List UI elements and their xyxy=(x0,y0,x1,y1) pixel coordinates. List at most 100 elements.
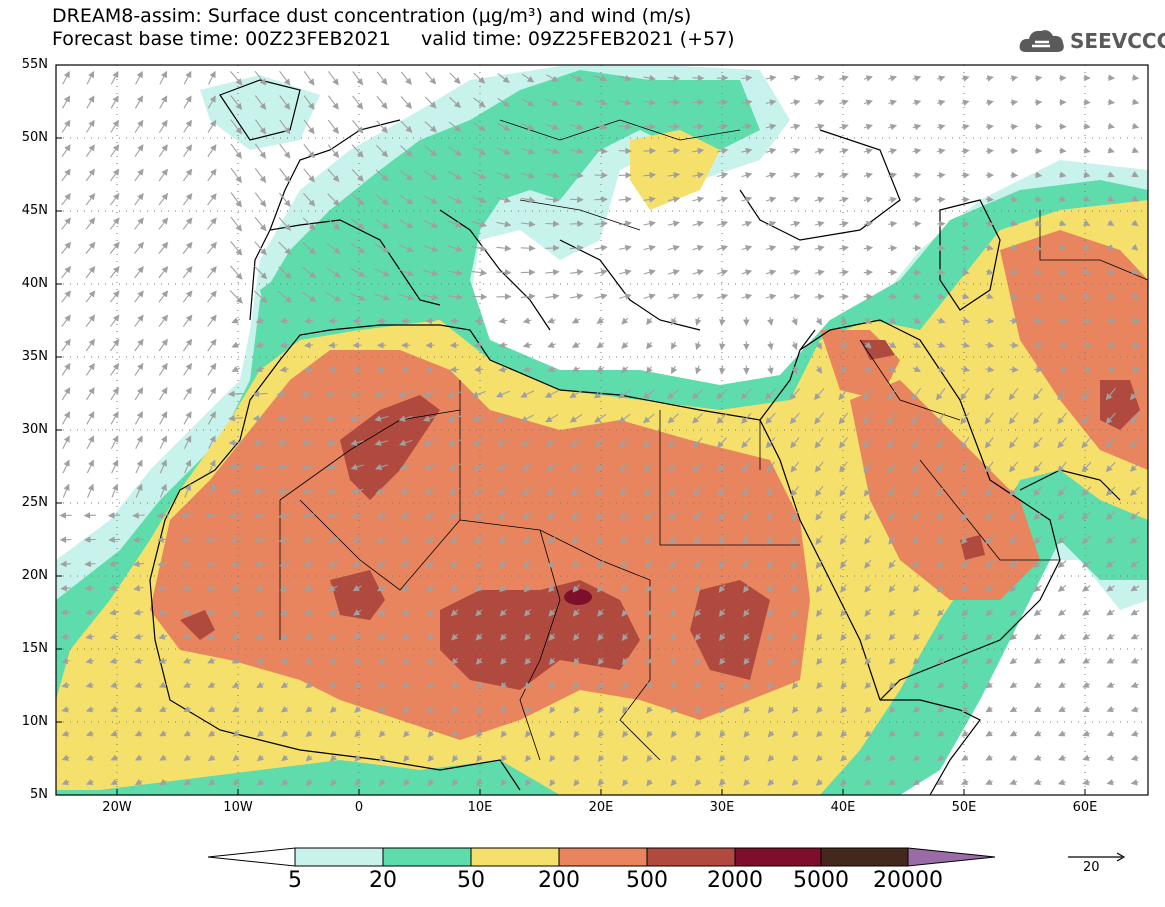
wind-vector xyxy=(912,559,921,569)
wind-vector xyxy=(62,435,70,449)
wind-vector xyxy=(595,511,605,521)
wind-vector xyxy=(205,536,218,543)
wind-vector xyxy=(277,439,292,446)
wind-vector xyxy=(85,338,96,352)
wind-vector xyxy=(279,143,291,159)
wind-vector xyxy=(352,584,362,592)
wind-vector xyxy=(111,483,119,498)
wind-vector xyxy=(936,436,946,449)
wind-vector xyxy=(229,536,242,543)
wind-vector xyxy=(108,584,120,592)
wind-vector xyxy=(644,486,654,497)
wind-vector xyxy=(303,317,314,325)
wind-vector xyxy=(134,338,144,352)
wind-vector xyxy=(350,292,366,301)
wind-vector xyxy=(547,341,556,348)
wind-vector xyxy=(863,436,873,449)
wind-vector xyxy=(961,366,971,373)
wind-vector xyxy=(86,70,95,85)
wind-vector xyxy=(399,219,414,229)
wind-vector xyxy=(110,411,119,425)
wind-vector xyxy=(208,70,216,85)
wind-vector xyxy=(1105,486,1116,496)
wind-vector xyxy=(1083,171,1091,178)
wind-vector xyxy=(254,70,267,86)
wind-vector xyxy=(767,341,774,351)
wind-vector xyxy=(231,317,241,324)
wind-vector xyxy=(790,245,801,252)
wind-vectors xyxy=(59,70,1141,787)
wind-vector xyxy=(790,269,801,276)
wind-vector xyxy=(60,560,71,568)
wind-vector xyxy=(716,293,729,300)
wind-vector xyxy=(887,387,897,401)
wind-vector xyxy=(520,244,536,252)
wind-vector xyxy=(840,608,847,617)
wind-vector xyxy=(496,172,511,179)
wind-vector xyxy=(961,99,970,106)
wind-vector xyxy=(447,391,462,398)
wind-vector xyxy=(547,560,556,569)
wind-vector xyxy=(278,192,291,207)
wind-vector xyxy=(596,559,605,569)
wind-vector xyxy=(135,483,143,498)
wind-vector xyxy=(1131,122,1140,130)
wind-vector xyxy=(1010,268,1018,275)
wind-vector xyxy=(230,609,241,616)
wind-vector xyxy=(1010,99,1019,106)
wind-vector xyxy=(300,390,317,398)
wind-vector xyxy=(911,436,921,449)
wind-vector xyxy=(960,412,970,425)
wind-vector xyxy=(985,560,994,569)
wind-vector xyxy=(1130,560,1140,568)
wind-vector xyxy=(741,412,752,425)
wind-vector xyxy=(1010,123,1019,131)
wind-vector xyxy=(84,609,95,616)
wind-vector xyxy=(814,245,825,252)
wind-vector xyxy=(497,487,509,496)
wind-vector xyxy=(159,95,168,109)
wind-vector xyxy=(618,269,632,276)
wind-vector xyxy=(716,437,727,449)
wind-vector xyxy=(863,412,873,425)
wind-vector xyxy=(473,97,486,108)
wind-vector xyxy=(1081,437,1092,449)
wind-vector xyxy=(61,217,71,230)
wind-vector xyxy=(521,438,534,447)
wind-vector xyxy=(351,512,364,519)
wind-vector xyxy=(669,535,678,545)
wind-vector xyxy=(1105,412,1116,425)
wind-vector xyxy=(572,608,580,617)
wind-vector xyxy=(449,96,462,109)
wind-vector xyxy=(422,391,438,398)
wind-vector xyxy=(1033,387,1043,401)
wind-vector xyxy=(645,559,653,569)
wind-vector xyxy=(62,483,70,498)
wind-vector xyxy=(276,390,292,398)
wind-vector xyxy=(325,292,342,302)
wind-vector xyxy=(1107,147,1115,154)
colorbar xyxy=(207,847,996,867)
wind-vector xyxy=(182,314,193,327)
wind-vector xyxy=(571,341,581,348)
wind-vector xyxy=(255,365,265,373)
wind-vector xyxy=(522,511,533,520)
wind-vector xyxy=(1008,387,1019,401)
wind-vector xyxy=(374,415,389,422)
wind-vector xyxy=(667,74,681,82)
wind-vector xyxy=(984,461,994,473)
wind-vector xyxy=(1057,584,1067,592)
wind-vector xyxy=(1034,292,1042,299)
wind-vector xyxy=(1033,412,1043,425)
wind-vector xyxy=(692,413,704,424)
wind-vector xyxy=(862,387,873,401)
wind-vector xyxy=(765,196,777,203)
colorbar-label: 20 xyxy=(369,868,397,893)
wind-vector xyxy=(86,119,95,133)
wind-vector xyxy=(594,462,606,472)
wind-vector xyxy=(765,412,776,425)
wind-vector xyxy=(695,317,702,326)
wind-vector xyxy=(422,415,438,422)
wind-vector xyxy=(61,314,71,327)
